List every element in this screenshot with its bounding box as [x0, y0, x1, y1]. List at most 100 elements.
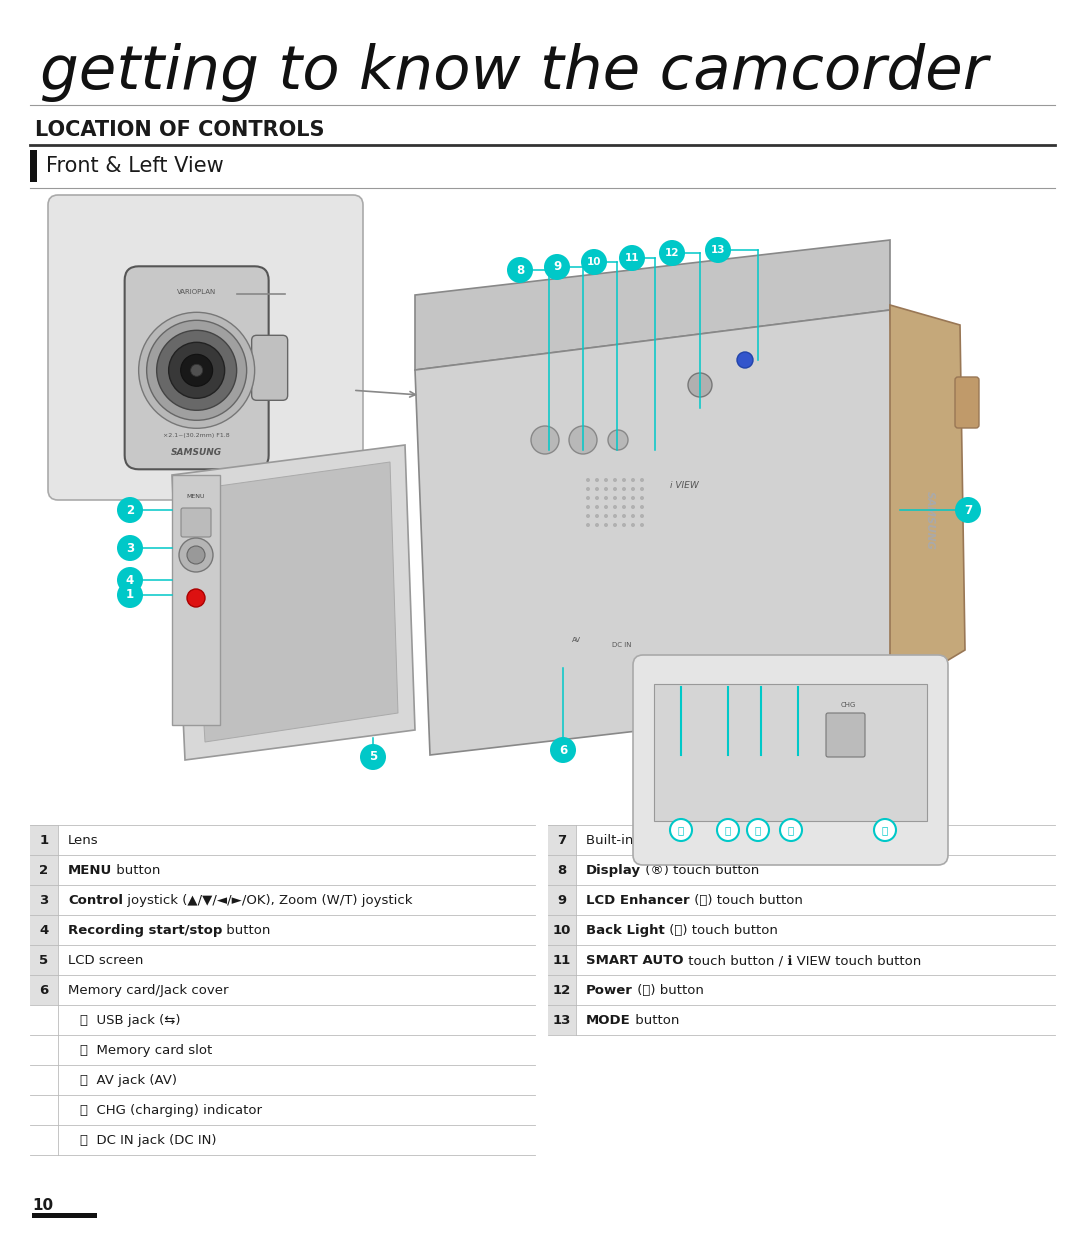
Circle shape	[191, 364, 203, 376]
Text: button: button	[112, 864, 161, 877]
FancyBboxPatch shape	[633, 655, 948, 865]
Circle shape	[874, 819, 896, 842]
Text: ⓒ: ⓒ	[755, 826, 761, 835]
Circle shape	[586, 487, 590, 491]
Circle shape	[117, 582, 143, 608]
Text: MODE: MODE	[586, 1014, 631, 1027]
Text: 12: 12	[553, 983, 571, 997]
Circle shape	[659, 239, 685, 267]
Text: ⓐ: ⓐ	[678, 826, 684, 835]
Text: 8: 8	[557, 864, 567, 877]
Text: touch button / ℹ VIEW touch button: touch button / ℹ VIEW touch button	[684, 954, 921, 967]
Circle shape	[586, 496, 590, 500]
Text: 3: 3	[39, 895, 49, 907]
Circle shape	[550, 737, 576, 763]
Text: 5: 5	[40, 954, 49, 967]
Text: i VIEW: i VIEW	[670, 480, 699, 490]
Circle shape	[187, 545, 205, 564]
Bar	[548, 1004, 576, 1035]
Circle shape	[622, 515, 626, 518]
Circle shape	[157, 331, 237, 410]
Text: ×2.1~(30.2mm) F1.8: ×2.1~(30.2mm) F1.8	[163, 433, 230, 438]
Text: Lens: Lens	[68, 834, 98, 847]
FancyBboxPatch shape	[181, 508, 211, 537]
Text: 7: 7	[557, 834, 567, 847]
Bar	[548, 945, 576, 975]
Bar	[172, 475, 220, 726]
Circle shape	[613, 505, 617, 508]
Circle shape	[604, 505, 608, 508]
Circle shape	[187, 589, 205, 607]
Circle shape	[631, 478, 635, 482]
Bar	[548, 855, 576, 885]
Polygon shape	[415, 239, 890, 370]
Circle shape	[613, 487, 617, 491]
Text: 11: 11	[624, 253, 639, 263]
Text: ⓒ  AV jack (AV): ⓒ AV jack (AV)	[80, 1074, 177, 1087]
Text: LCD Enhancer: LCD Enhancer	[586, 895, 690, 907]
Circle shape	[168, 342, 225, 399]
Circle shape	[631, 505, 635, 508]
Text: 7: 7	[964, 503, 972, 517]
Text: LCD screen: LCD screen	[68, 954, 144, 967]
Bar	[30, 914, 58, 945]
Circle shape	[604, 487, 608, 491]
Circle shape	[604, 523, 608, 527]
Circle shape	[569, 426, 597, 454]
Text: 12: 12	[665, 248, 679, 258]
Bar	[548, 826, 576, 855]
Text: 1: 1	[40, 834, 49, 847]
Text: Built-in speaker: Built-in speaker	[586, 834, 690, 847]
Text: (⒲) touch button: (⒲) touch button	[665, 924, 778, 937]
Text: ⓔ: ⓔ	[882, 826, 888, 835]
FancyBboxPatch shape	[48, 195, 363, 500]
Text: ⓓ  CHG (charging) indicator: ⓓ CHG (charging) indicator	[80, 1104, 262, 1117]
Text: MENU: MENU	[68, 864, 112, 877]
Text: getting to know the camcorder: getting to know the camcorder	[40, 42, 988, 101]
Text: Control: Control	[68, 895, 123, 907]
Text: W: W	[193, 512, 199, 517]
FancyBboxPatch shape	[124, 267, 269, 469]
Text: ⓓ: ⓓ	[788, 826, 794, 835]
Circle shape	[640, 478, 644, 482]
Text: 1: 1	[126, 589, 134, 601]
Text: Display: Display	[586, 864, 642, 877]
Circle shape	[640, 515, 644, 518]
Text: 10: 10	[553, 924, 571, 937]
Circle shape	[595, 505, 599, 508]
Bar	[548, 885, 576, 914]
Circle shape	[147, 321, 246, 421]
Text: 6: 6	[39, 983, 49, 997]
Text: button: button	[631, 1014, 679, 1027]
Text: SMART AUTO: SMART AUTO	[586, 954, 684, 967]
Text: 13: 13	[553, 1014, 571, 1027]
Text: 10: 10	[32, 1197, 53, 1213]
Text: 8: 8	[516, 264, 524, 276]
Circle shape	[360, 744, 386, 770]
Circle shape	[613, 515, 617, 518]
Text: 5: 5	[369, 750, 377, 764]
Circle shape	[604, 496, 608, 500]
Text: Front & Left View: Front & Left View	[46, 155, 224, 176]
Text: LOCATION OF CONTROLS: LOCATION OF CONTROLS	[35, 120, 324, 139]
Circle shape	[586, 505, 590, 508]
Circle shape	[955, 497, 981, 523]
Circle shape	[595, 478, 599, 482]
Circle shape	[622, 496, 626, 500]
Text: ⓐ  USB jack (⇆): ⓐ USB jack (⇆)	[80, 1014, 180, 1027]
Circle shape	[604, 515, 608, 518]
FancyBboxPatch shape	[826, 713, 865, 756]
Text: 2: 2	[40, 864, 49, 877]
Circle shape	[595, 496, 599, 500]
Text: SAMSUNG: SAMSUNG	[171, 448, 222, 457]
Circle shape	[180, 354, 213, 386]
Text: 13: 13	[711, 246, 726, 255]
FancyBboxPatch shape	[955, 378, 978, 428]
Circle shape	[631, 515, 635, 518]
Circle shape	[117, 566, 143, 594]
Circle shape	[619, 246, 645, 271]
Bar	[30, 885, 58, 914]
Text: Memory card/Jack cover: Memory card/Jack cover	[68, 983, 229, 997]
Text: 6: 6	[558, 744, 567, 756]
Circle shape	[138, 312, 255, 428]
